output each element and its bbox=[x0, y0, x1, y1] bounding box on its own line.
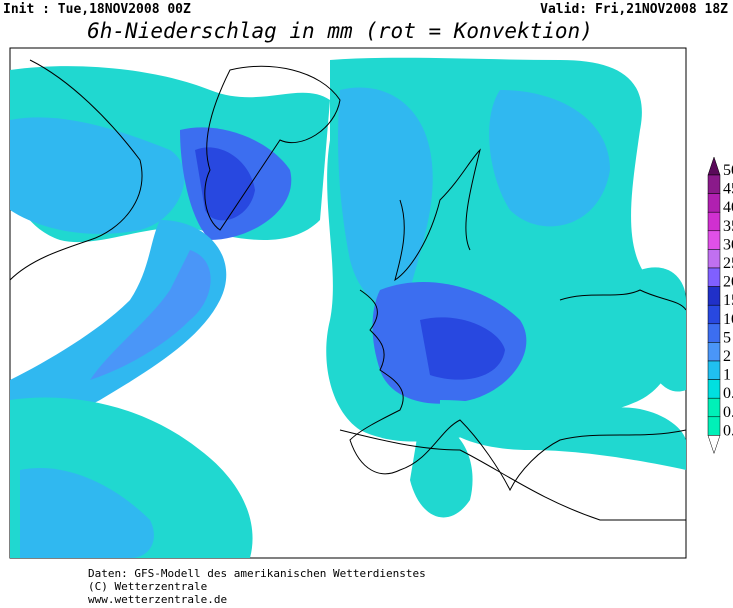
colorbar-label: 1 bbox=[723, 367, 731, 384]
footer-copyright: (C) Wetterzentrale bbox=[88, 580, 207, 593]
colorbar-label: 50 bbox=[723, 162, 733, 179]
colorbar-segment bbox=[707, 342, 721, 362]
colorbar-segment bbox=[707, 174, 721, 194]
colorbar-segment bbox=[707, 323, 721, 343]
colorbar-cap bbox=[707, 435, 721, 455]
colorbar-segment bbox=[707, 360, 721, 380]
colorbar-label: 0.5 bbox=[723, 385, 733, 402]
colorbar-segment bbox=[707, 304, 721, 325]
valid-time: Valid: Fri,21NOV2008 18Z bbox=[540, 2, 728, 17]
init-time: Init : Tue,18NOV2008 00Z bbox=[3, 2, 191, 17]
colorbar-label: 35 bbox=[723, 218, 733, 235]
colorbar-label: 5 bbox=[723, 329, 731, 346]
colorbar-label: 45 bbox=[723, 181, 733, 198]
colorbar-segment bbox=[707, 249, 721, 269]
colorbar-segment bbox=[707, 397, 721, 418]
colorbar-segment bbox=[707, 379, 721, 399]
map-title: 6h-Niederschlag in mm (rot = Konvektion) bbox=[87, 19, 593, 43]
colorbar-segment bbox=[707, 193, 721, 213]
colorbar-label: 40 bbox=[723, 199, 733, 216]
coastlines bbox=[9, 59, 687, 521]
colorbar-label: 0.1 bbox=[723, 422, 733, 439]
precip-field bbox=[10, 57, 686, 558]
colorbar-label: 25 bbox=[723, 255, 733, 272]
colorbar-segment bbox=[707, 230, 721, 250]
colorbar-segment bbox=[707, 211, 721, 232]
colorbar-label: 0.2 bbox=[723, 404, 733, 421]
footer-source: Daten: GFS-Modell des amerikanischen Wet… bbox=[88, 567, 426, 580]
footer-url: www.wetterzentrale.de bbox=[88, 593, 227, 606]
map bbox=[9, 47, 687, 559]
colorbar-label: 2 bbox=[723, 348, 731, 365]
colorbar-label: 30 bbox=[723, 236, 733, 253]
colorbar-label: 15 bbox=[723, 292, 733, 309]
colorbar: 50 4540 3530 25 2015 105 2 10.5 0.20.1 bbox=[707, 156, 733, 455]
colorbar-label: 20 bbox=[723, 274, 733, 291]
colorbar-segment bbox=[707, 416, 721, 436]
colorbar-segment bbox=[707, 267, 721, 287]
colorbar-label: 10 bbox=[723, 311, 733, 328]
colorbar-segment bbox=[707, 286, 721, 306]
